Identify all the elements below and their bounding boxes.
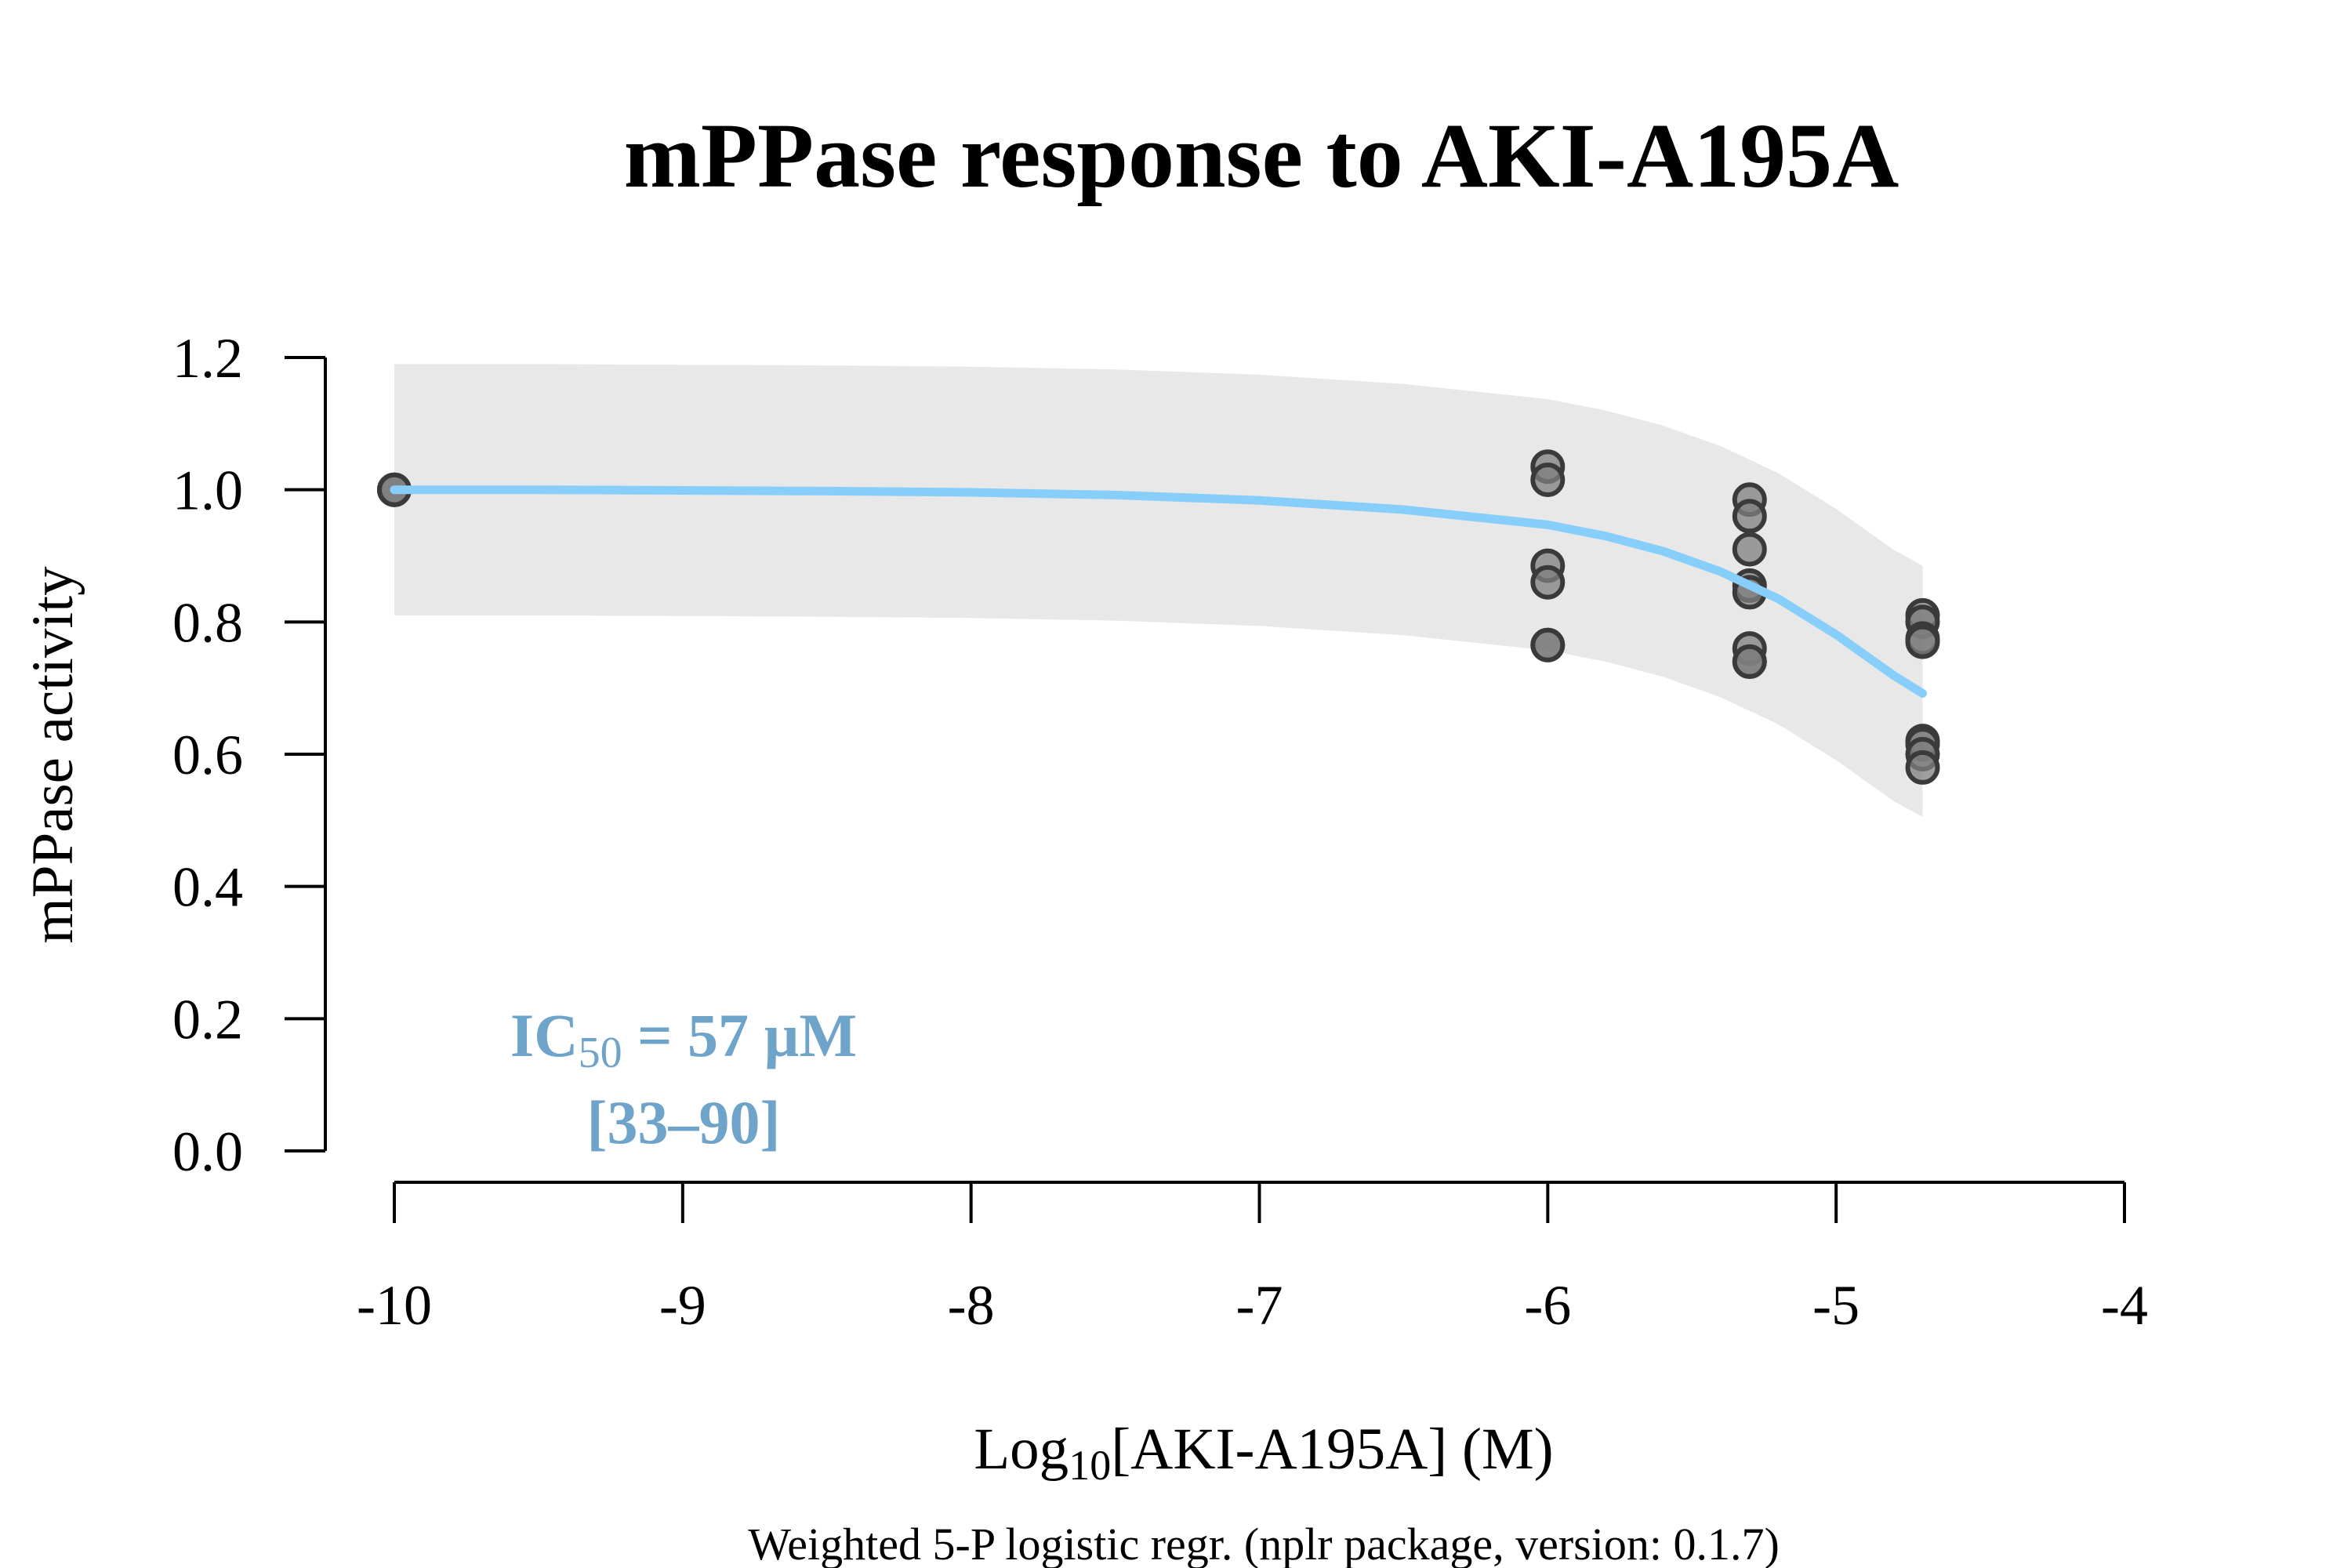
ic50-value: = 57 µM	[622, 1001, 858, 1069]
y-tick-label: 1.2	[172, 327, 243, 390]
y-tick-label: 0.6	[172, 724, 243, 786]
ic50-prefix: IC	[510, 1001, 579, 1069]
ic50-annotation: IC50 = 57 µM	[510, 1001, 857, 1077]
data-point	[1732, 532, 1767, 567]
x-tick-label: -6	[1524, 1274, 1571, 1337]
chart-title: mPPase response to AKI-A195A	[624, 104, 1899, 207]
y-axis: 0.0 0.2 0.4 0.6 0.8 1.0 1.2	[172, 327, 327, 1183]
data-points-layer	[377, 449, 1940, 785]
data-point	[1530, 564, 1566, 600]
data-point	[1530, 463, 1566, 497]
x-tick-label: -7	[1236, 1274, 1283, 1337]
data-point	[1905, 624, 1940, 659]
y-tick-label: 0.4	[172, 856, 243, 919]
data-point	[1732, 499, 1767, 534]
x-tick-label: -4	[2101, 1274, 2148, 1337]
x-axis-label-subscript: 10	[1069, 1442, 1111, 1489]
y-axis-label: mPPase activity	[20, 566, 85, 944]
x-tick-label: -8	[948, 1274, 995, 1337]
data-point	[1530, 627, 1566, 662]
x-axis-label: Log10[AKI-A195A] (M)	[974, 1417, 1553, 1489]
x-axis: -10 -9 -8 -7 -6 -5 -4	[357, 1181, 2148, 1337]
y-tick-label: 0.8	[172, 591, 243, 654]
fit-curve	[390, 485, 1927, 698]
data-point	[1732, 644, 1767, 679]
y-tick-label: 1.0	[172, 459, 243, 522]
x-axis-label-suffix: [AKI-A195A] (M)	[1111, 1417, 1553, 1482]
ic50-interval: [33–90]	[587, 1088, 781, 1156]
chart-caption: Weighted 5-P logistic regr. (nplr packag…	[748, 1519, 1780, 1568]
x-tick-label: -10	[357, 1274, 432, 1337]
x-tick-label: -5	[1812, 1274, 1860, 1337]
x-axis-label-prefix: Log	[974, 1417, 1069, 1482]
ic50-subscript: 50	[579, 1029, 622, 1077]
x-tick-label: -9	[659, 1274, 706, 1337]
y-tick-label: 0.2	[172, 988, 243, 1051]
y-tick-label: 0.0	[172, 1120, 243, 1183]
fit-curve-layer	[390, 485, 1927, 698]
data-point	[1905, 750, 1940, 785]
